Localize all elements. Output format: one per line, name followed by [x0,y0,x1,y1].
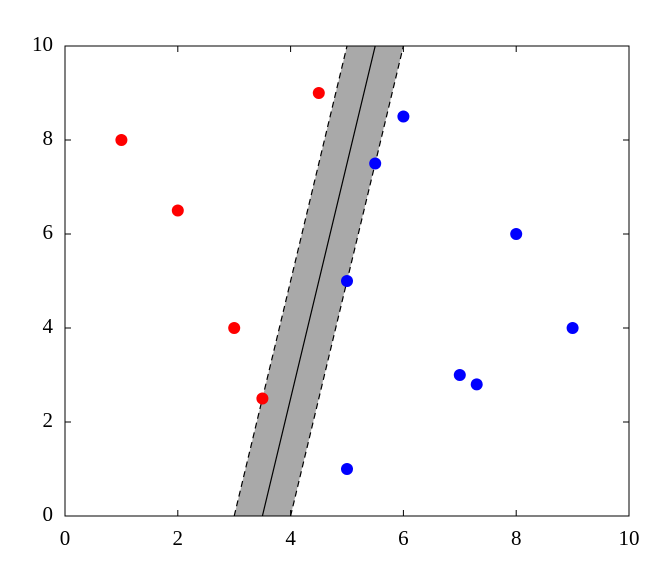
y-tick-label: 0 [43,502,54,526]
point [470,378,483,391]
x-tick-label: 8 [511,526,522,550]
point [453,369,466,381]
y-tick-label: 6 [43,220,54,244]
decision-line [261,45,376,517]
point [369,157,382,170]
y-tick-label: 2 [43,408,54,432]
y-tick-label: 4 [43,314,54,338]
point [256,392,269,405]
y-tick-label: 8 [43,126,54,150]
point [510,228,523,240]
point [115,134,128,146]
x-tick-label: 2 [173,526,184,550]
point [341,275,353,287]
x-tick-label: 10 [619,526,640,550]
x-tick-label: 0 [60,526,71,550]
plot-frame [64,45,630,517]
point [312,87,325,99]
margin-line [233,45,348,517]
x-tick-label: 4 [285,526,296,550]
point [228,322,241,334]
point [566,322,579,334]
point [341,463,353,475]
point [397,110,410,123]
point [171,204,184,217]
y-tick-label: 10 [32,32,53,56]
x-tick-label: 6 [398,526,409,550]
